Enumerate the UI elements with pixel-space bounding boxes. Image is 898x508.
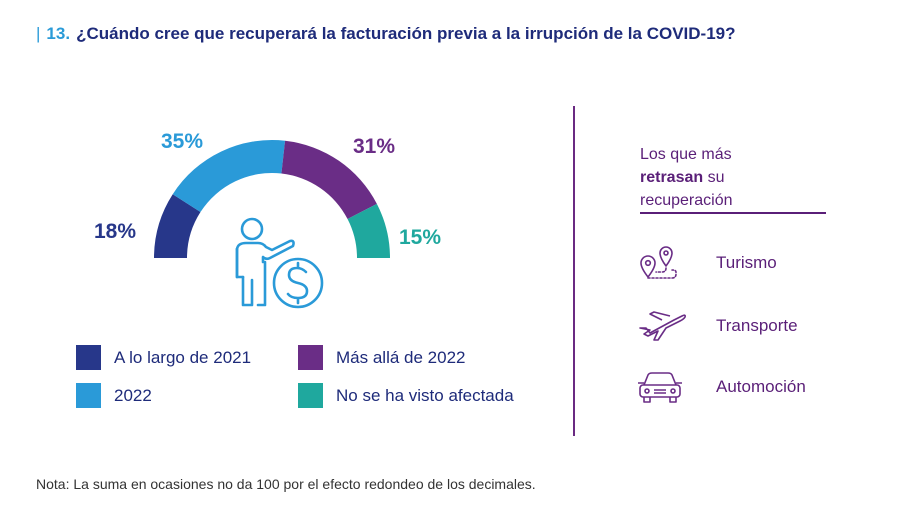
value-label-1: 35% (161, 130, 203, 153)
value-label-2: 31% (353, 135, 395, 158)
sector-tourism: Turismo (716, 253, 777, 272)
legend-swatch (298, 345, 323, 370)
legend-item-beyond-2022: Más allá de 2022 (298, 345, 465, 370)
donut-slice-0 (154, 194, 201, 258)
donut-slice-2 (281, 140, 377, 220)
vertical-divider (573, 106, 575, 436)
legend-swatch (76, 345, 101, 370)
sector-transport: Transporte (716, 316, 798, 335)
legend-item-not-affected: No se ha visto afectada (298, 383, 514, 408)
sector-automotive: Automoción (716, 377, 806, 396)
chart-title: | 13. ¿Cuándo cree que recuperará la factu… (36, 24, 736, 44)
side-title-line3: recuperación (640, 192, 733, 209)
side-title-rest: su (703, 169, 725, 186)
person-dollar-icon (235, 217, 324, 309)
side-title-bold: retrasan (640, 169, 704, 186)
title-marker: | (36, 24, 41, 43)
donut-slice-3 (347, 203, 390, 258)
airplane-icon (639, 311, 686, 341)
legend-label: No se ha visto afectada (336, 385, 514, 405)
side-title-underline (640, 212, 826, 214)
side-panel-title: Los que más retrasan su recuperación (640, 143, 830, 212)
legend-label: Más allá de 2022 (336, 347, 466, 367)
donut-slice-1 (172, 140, 286, 213)
map-route-icon (640, 246, 677, 279)
car-icon (638, 372, 682, 403)
value-label-0: 18% (94, 220, 136, 243)
value-label-3: 15% (399, 226, 441, 249)
donut-arcs (154, 140, 390, 258)
legend-label: A lo largo de 2021 (114, 347, 252, 367)
legend-swatch (76, 383, 101, 408)
question-number: 13. (46, 24, 71, 43)
donut-value-labels: 18% 35% 31% 15% (94, 130, 441, 249)
legend-label: 2022 (114, 385, 152, 405)
legend-swatch (298, 383, 323, 408)
side-title-line1: Los que más (640, 146, 732, 163)
footnote: Nota: La suma en ocasiones no da 100 por… (36, 476, 536, 492)
question-text: ¿Cuándo cree que recuperará la facturaci… (76, 24, 736, 43)
legend-item-2021: A lo largo de 2021 (76, 345, 251, 370)
legend-item-2022: 2022 (76, 383, 152, 408)
